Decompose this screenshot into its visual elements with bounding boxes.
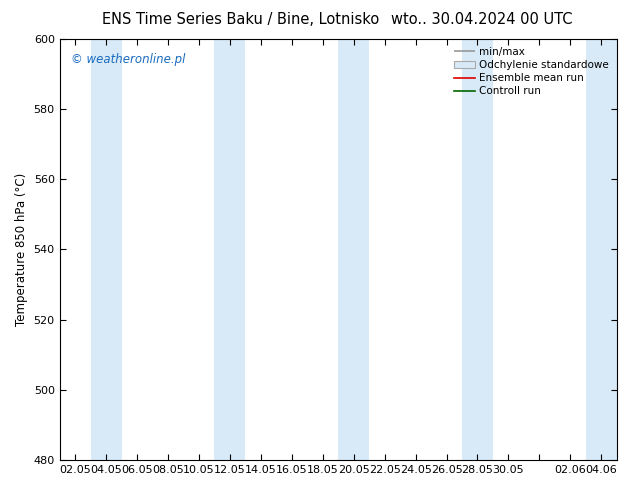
Text: © weatheronline.pl: © weatheronline.pl: [71, 53, 185, 66]
Bar: [91, 39, 122, 460]
Bar: [338, 39, 369, 460]
Bar: [462, 39, 493, 460]
Text: ENS Time Series Baku / Bine, Lotnisko: ENS Time Series Baku / Bine, Lotnisko: [102, 12, 380, 27]
Y-axis label: Temperature 850 hPa (°C): Temperature 850 hPa (°C): [15, 173, 28, 326]
Bar: [586, 39, 617, 460]
Legend: min/max, Odchylenie standardowe, Ensemble mean run, Controll run: min/max, Odchylenie standardowe, Ensembl…: [451, 44, 612, 99]
Bar: [214, 39, 245, 460]
Text: wto.. 30.04.2024 00 UTC: wto.. 30.04.2024 00 UTC: [391, 12, 573, 27]
